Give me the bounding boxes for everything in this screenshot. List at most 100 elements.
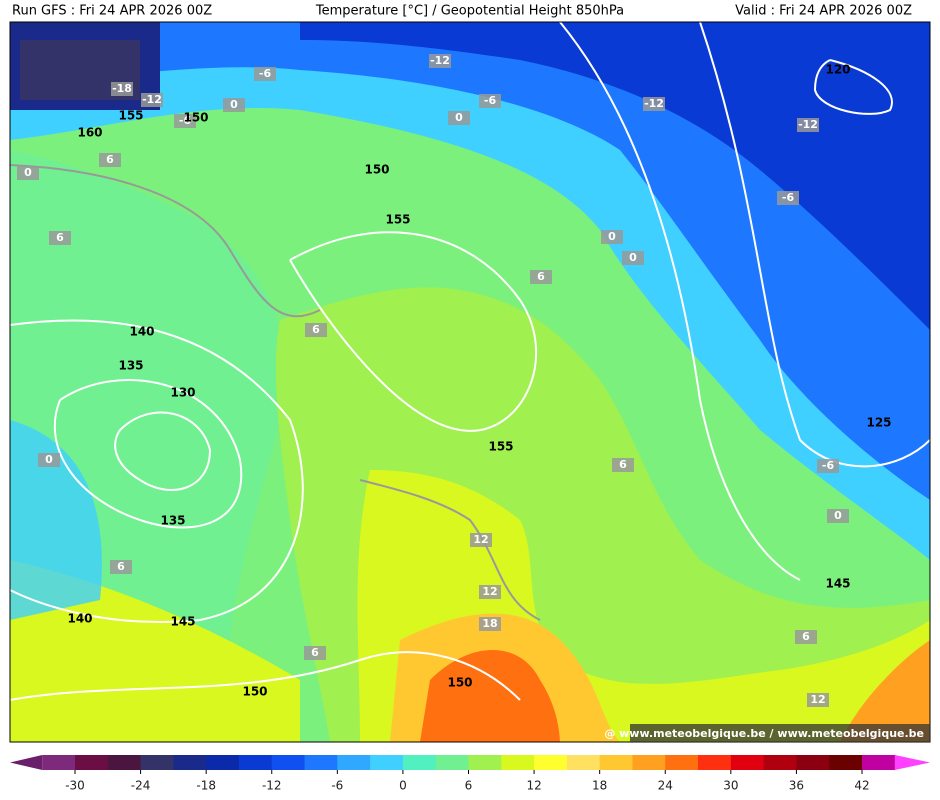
isotherm-label: 12 (810, 693, 825, 706)
isotherm-label: 12 (473, 533, 488, 546)
colorbar-swatch (304, 755, 338, 770)
isotherm-label: -18 (112, 82, 132, 95)
colorbar-swatch (566, 755, 601, 770)
height-label: 150 (183, 111, 208, 125)
isotherm-label: 0 (455, 111, 463, 124)
colorbar-swatch (435, 755, 469, 770)
colorbar-swatch (632, 755, 666, 770)
isotherm-label-box (643, 97, 665, 111)
colorbar-swatch (468, 755, 502, 770)
isotherm-label-box (304, 646, 326, 660)
colorbar-arrow (894, 755, 930, 770)
colorbar-swatch (402, 755, 437, 770)
isotherm-label-box (479, 585, 501, 599)
height-label: 155 (488, 440, 513, 454)
height-label: 160 (77, 126, 102, 140)
isotherm-label-box (479, 617, 501, 631)
colorbar-swatch (599, 755, 633, 770)
isotherm-label: -6 (179, 114, 192, 127)
isotherm-label-box (305, 323, 327, 337)
isotherm-label: 6 (311, 646, 319, 659)
isotherm-label: 0 (230, 98, 238, 111)
colorbar-tick-label: -24 (131, 779, 151, 793)
colorbar-swatch (337, 755, 371, 770)
colorbar-arrow (10, 755, 43, 770)
isotherm-label-box (795, 630, 817, 644)
watermark-box (630, 724, 930, 742)
run-label: Run GFS : Fri 24 APR 2026 00Z (12, 4, 212, 19)
isotherm-label-box (530, 270, 552, 284)
colorbar-swatch (829, 755, 863, 770)
isotherm-label-box (110, 560, 132, 574)
watermark: @ www.meteobelgique.be / www.meteobelgiq… (604, 727, 924, 740)
colorbar-tick-label: 42 (854, 779, 869, 793)
height-label: 125 (866, 416, 891, 430)
isotherm-label-box (797, 118, 819, 132)
isotherm-label-box (807, 693, 829, 707)
colorbar-swatch (271, 755, 306, 770)
isotherm-label-box (38, 453, 60, 467)
isotherm-label: -12 (142, 93, 162, 106)
isotherm-label: 6 (56, 231, 64, 244)
isotherm-label: 12 (482, 585, 497, 598)
isotherm-label: 0 (608, 230, 616, 243)
isotherm-label: -12 (644, 97, 664, 110)
colorbar-tick-label: 36 (789, 779, 804, 793)
colorbar-tick-label: -6 (331, 779, 343, 793)
colorbar-swatch (501, 755, 535, 770)
colorbar-tick-label: -18 (196, 779, 216, 793)
colorbar-swatch (140, 755, 174, 770)
isotherm-label-box (601, 230, 623, 244)
map-frame (9, 21, 931, 743)
isotherm-label: 0 (24, 166, 32, 179)
colorbar-tick-label: 30 (723, 779, 738, 793)
colorbar-tick-label: 12 (526, 779, 541, 793)
isotherm-label-box (479, 94, 501, 108)
colorbar-tick-label: 18 (592, 779, 607, 793)
isotherm-label: 18 (482, 617, 497, 630)
valid-label: Valid : Fri 24 APR 2026 00Z (735, 4, 912, 19)
colorbar-swatch (665, 755, 699, 770)
isotherm-label-box (174, 114, 196, 128)
isotherm-label: -12 (430, 54, 450, 67)
colorbar-swatch (534, 755, 568, 770)
isotherm-label: 0 (834, 509, 842, 522)
isotherm-label: 6 (619, 458, 627, 471)
isotherm-label-box (612, 458, 634, 472)
colorbar-tick-label: -30 (65, 779, 85, 793)
isotherm-label-box (817, 459, 839, 473)
isotherm-label-box (49, 231, 71, 245)
isotherm-label: 0 (629, 251, 637, 264)
isotherm-label: -6 (484, 94, 497, 107)
height-label: 155 (118, 109, 143, 123)
isotherm-label: 6 (106, 153, 114, 166)
height-label: 145 (825, 577, 850, 591)
colorbar-swatch (370, 755, 404, 770)
isotherm-label: -6 (782, 191, 795, 204)
colorbar-swatch (730, 755, 765, 770)
height-label: 150 (364, 163, 389, 177)
colorbar-swatch (238, 755, 273, 770)
isotherm-label-box (254, 67, 276, 81)
colorbar-swatch (862, 755, 896, 770)
isotherm-label-box (448, 111, 470, 125)
isotherm-label-box (622, 251, 644, 265)
isotherm-label-box (470, 533, 492, 547)
isotherm-label-box (99, 153, 121, 167)
map-field (10, 22, 930, 742)
height-label: 150 (242, 685, 267, 699)
height-label: 140 (129, 325, 154, 339)
height-label: 135 (118, 359, 143, 373)
colorbar-tick-label: 0 (399, 779, 407, 793)
colorbar-swatch (763, 755, 797, 770)
isotherm-label-box (17, 166, 39, 180)
colorbar-swatch (796, 755, 830, 770)
colorbar-swatch (75, 755, 109, 770)
isotherm-label-box (111, 82, 133, 96)
isotherm-label: -6 (259, 67, 272, 80)
isotherm-label: 6 (117, 560, 125, 573)
height-label: 130 (170, 386, 195, 400)
colorbar-swatch (107, 755, 142, 770)
colorbar-tick-label: 6 (465, 779, 473, 793)
